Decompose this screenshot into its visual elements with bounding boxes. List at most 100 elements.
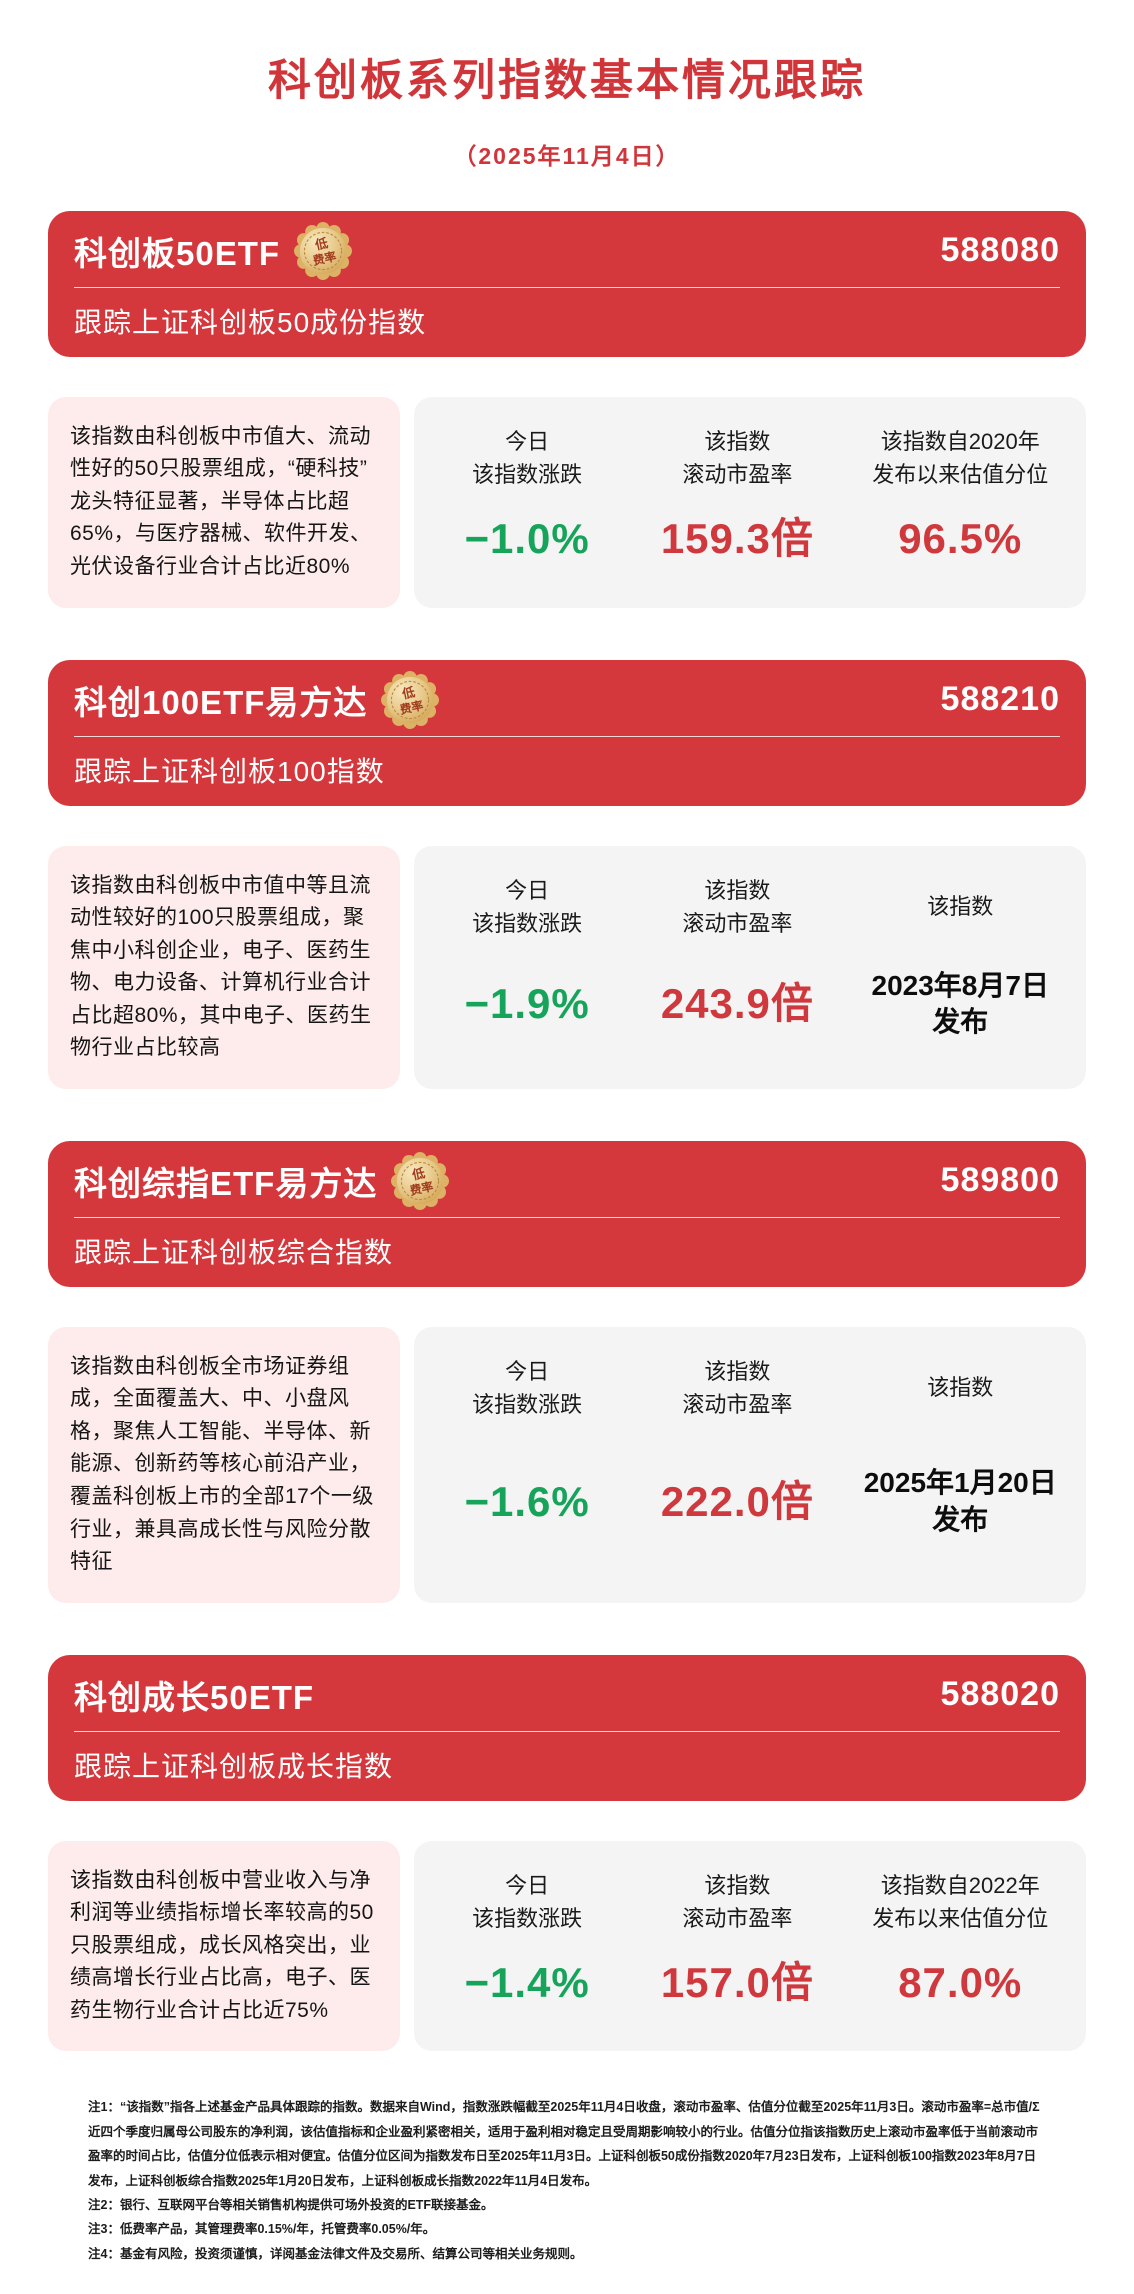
metric-label: 该指数 滚动市盈率 [682, 421, 792, 495]
metric-label-line: 今日 [505, 1872, 550, 1898]
metric-value-text: 243.9倍 [660, 980, 814, 1028]
metric-value-text: 2023年8月7日 [871, 969, 1049, 1001]
metric-label: 该指数自2022年 发布以来估值分位 [872, 1865, 1048, 1939]
footnote-2: 注2：银行、互联网平台等相关销售机构提供可场外投资的ETF联接基金。 [88, 2197, 494, 2212]
footnotes: 注1：“该指数”指各上述基金产品具体跟踪的指数。数据来自Wind，指数涨跌幅截至… [88, 2095, 1046, 2266]
svg-text:低: 低 [410, 1165, 427, 1183]
card-content: 该指数由科创板全市场证券组成，全面覆盖大、中、小盘风格，聚焦人工智能、半导体、新… [48, 1326, 1086, 1603]
metric-value-text: 96.5% [898, 515, 1023, 563]
fund-name: 科创综指ETF易方达 [74, 1164, 378, 1202]
metric-value-text: −1.6% [464, 1477, 590, 1525]
footnote-3: 注3：低费率产品，其管理费率0.15%/年，托管费率0.05%/年。 [88, 2222, 436, 2237]
metric-value: 96.5% [898, 495, 1022, 584]
svg-text:低: 低 [400, 684, 417, 702]
metric-valuation-percentile: 该指数自2022年 发布以来估值分位 87.0% [843, 1865, 1078, 2028]
metric-valuation-percentile: 该指数自2020年 发布以来估值分位 96.5% [843, 421, 1078, 584]
metric-value-text: 2025年1月20日 [863, 1467, 1057, 1499]
card-content: 该指数由科创板中市值大、流动性好的50只股票组成，“硬科技”龙头特征显著，半导体… [48, 396, 1086, 608]
fund-name: 科创成长50ETF [74, 1678, 315, 1716]
header-row: 科创100ETF易方达 低 费率 588210 [74, 670, 1060, 730]
metric-label-line: 该指数涨跌 [472, 910, 583, 936]
card-header: 科创板50ETF 低 费率 588080 [48, 210, 1086, 357]
index-description: 该指数由科创板中市值中等且流动性较好的100只股票组成，聚焦中小科创企业，电子、… [48, 845, 400, 1089]
metric-today-change: 今日 该指数涨跌 −1.6% [422, 1351, 632, 1579]
metric-today-change: 今日 该指数涨跌 −1.0% [422, 421, 632, 584]
metric-label: 该指数 滚动市盈率 [682, 870, 792, 944]
metric-value-text: −1.0% [464, 515, 590, 563]
header-divider [74, 1730, 1060, 1732]
metric-value: 2025年1月20日 发布 [864, 1425, 1057, 1579]
metric-label: 该指数自2020年 发布以来估值分位 [872, 421, 1048, 495]
metric-label-line: 今日 [505, 428, 550, 454]
metric-value: −1.4% [464, 1939, 589, 2028]
metric-label-line: 滚动市盈率 [682, 1391, 793, 1417]
metrics-panel: 今日 该指数涨跌 −1.9% 该指数 滚动市盈率 243.9倍 [414, 845, 1086, 1089]
metric-label: 该指数 滚动市盈率 [682, 1865, 792, 1939]
metric-label-line: 今日 [505, 877, 550, 903]
metric-label: 今日 该指数涨跌 [472, 870, 582, 944]
fund-card-589800: 科创综指ETF易方达 低 费率 589800 [48, 1140, 1086, 1603]
metric-rolling-pe: 该指数 滚动市盈率 222.0倍 [632, 1351, 842, 1579]
card-header: 科创综指ETF易方达 低 费率 589800 [48, 1140, 1086, 1287]
metric-value: 87.0% [898, 1939, 1022, 2028]
metric-value-text: 87.0% [898, 1958, 1023, 2006]
page-date: （2025年11月4日） [453, 142, 681, 169]
card-content: 该指数由科创板中营业收入与净利润等业绩指标增长率较高的50只股票组成，成长风格突… [48, 1840, 1086, 2052]
header-row: 科创综指ETF易方达 低 费率 589800 [74, 1151, 1060, 1211]
metric-launch-date: 该指数 2023年8月7日 发布 [843, 870, 1078, 1065]
metric-value: 2023年8月7日 发布 [872, 944, 1049, 1065]
fund-card-588080: 科创板50ETF 低 费率 588080 [48, 210, 1086, 608]
metric-value: 157.0倍 [661, 1939, 814, 2028]
fund-name: 科创板50ETF [74, 234, 281, 272]
index-description: 该指数由科创板中市值大、流动性好的50只股票组成，“硬科技”龙头特征显著，半导体… [48, 396, 400, 608]
card-content: 该指数由科创板中市值中等且流动性较好的100只股票组成，聚焦中小科创企业，电子、… [48, 845, 1086, 1089]
metric-label-line: 该指数涨跌 [472, 1905, 583, 1931]
header-divider [74, 735, 1060, 737]
metric-label-line: 该指数 [704, 1872, 771, 1898]
metric-label: 该指数 滚动市盈率 [682, 1351, 792, 1425]
metric-value: 159.3倍 [661, 495, 814, 584]
metric-today-change: 今日 该指数涨跌 −1.9% [422, 870, 632, 1065]
metric-rolling-pe: 该指数 滚动市盈率 243.9倍 [632, 870, 842, 1065]
metric-label-line: 该指数自2020年 [880, 428, 1040, 454]
low-fee-badge-icon: 低 费率 [381, 670, 440, 729]
metrics-panel: 今日 该指数涨跌 −1.6% 该指数 滚动市盈率 222.0倍 [414, 1326, 1086, 1603]
page: 科创板系列指数基本情况跟踪 （2025年11月4日） 科创板50ETF 低 [0, 46, 1134, 2266]
metric-rolling-pe: 该指数 滚动市盈率 159.3倍 [632, 421, 842, 584]
tracked-index: 跟踪上证科创板成长指数 [74, 1750, 394, 1782]
low-fee-badge-icon: 低 费率 [391, 1151, 450, 1210]
metric-label: 今日 该指数涨跌 [472, 1351, 582, 1425]
fund-code: 589800 [940, 1161, 1060, 1200]
metric-label-line: 滚动市盈率 [682, 461, 793, 487]
footnote-1: 注1：“该指数”指各上述基金产品具体跟踪的指数。数据来自Wind，指数涨跌幅截至… [88, 2100, 1040, 2188]
metric-label-line: 该指数 [704, 428, 771, 454]
metric-value-text: −1.9% [464, 980, 590, 1028]
metric-launch-date: 该指数 2025年1月20日 发布 [843, 1351, 1078, 1579]
metric-value-text: 159.3倍 [660, 515, 814, 563]
metric-value-text: −1.4% [464, 1958, 590, 2006]
metric-label-line: 该指数涨跌 [472, 461, 583, 487]
header-divider [74, 286, 1060, 288]
svg-text:低: 低 [313, 235, 330, 253]
metric-value-text: 157.0倍 [660, 1958, 814, 2006]
fund-code: 588080 [940, 231, 1060, 270]
metrics-panel: 今日 该指数涨跌 −1.4% 该指数 滚动市盈率 157.0倍 [414, 1840, 1086, 2052]
low-fee-badge-icon: 低 费率 [294, 221, 353, 280]
metric-value-text: 发布 [932, 1503, 989, 1535]
metric-label-line: 该指数自2022年 [880, 1872, 1040, 1898]
metric-value-text: 发布 [932, 1006, 989, 1038]
metric-label-line: 该指数 [704, 877, 771, 903]
tracked-index: 跟踪上证科创板100指数 [74, 755, 385, 787]
metric-label: 今日 该指数涨跌 [472, 1865, 582, 1939]
metric-value: 243.9倍 [661, 944, 814, 1065]
metric-label-line: 该指数涨跌 [472, 1391, 583, 1417]
metric-value: −1.0% [464, 495, 589, 584]
metric-label-line: 发布以来估值分位 [872, 1905, 1049, 1931]
metric-value: 222.0倍 [661, 1425, 814, 1579]
card-header: 科创100ETF易方达 低 费率 588210 [48, 659, 1086, 806]
metrics-panel: 今日 该指数涨跌 −1.0% 该指数 滚动市盈率 159.3倍 [414, 396, 1086, 608]
svg-text:费率: 费率 [399, 698, 425, 717]
card-header: 科创成长50ETF 588020 跟踪上证科创板成长指数 [48, 1654, 1086, 1801]
metric-today-change: 今日 该指数涨跌 −1.4% [422, 1865, 632, 2028]
metric-label: 该指数 [927, 870, 993, 944]
